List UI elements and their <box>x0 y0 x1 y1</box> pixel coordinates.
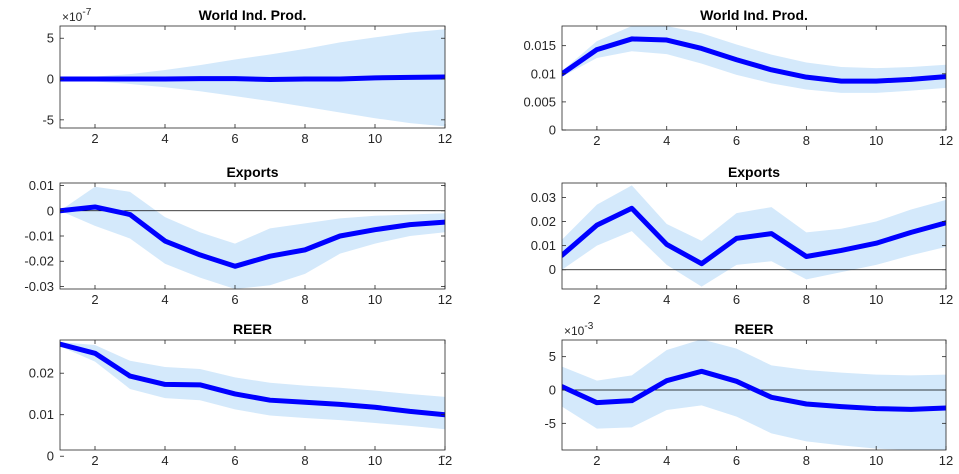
y-tick-label: 0.015 <box>523 38 556 53</box>
response-line <box>60 341 445 418</box>
y-tick-label: 0 <box>47 72 54 87</box>
x-tick-label: 4 <box>663 453 670 468</box>
plot-area <box>562 185 946 287</box>
x-tick-label: 8 <box>301 292 308 307</box>
y-tick-label: -0.01 <box>24 229 54 244</box>
x-tick-label: 12 <box>438 131 452 146</box>
y-tick-label: -0.02 <box>24 254 54 269</box>
response-line <box>562 36 946 84</box>
y-tick-label: 0 <box>47 203 54 218</box>
axis-frame <box>561 182 947 290</box>
x-tick-label: 2 <box>91 292 98 307</box>
x-tick-label: 6 <box>733 292 740 307</box>
axis-frame <box>59 25 446 129</box>
x-tick-label: 12 <box>939 133 953 148</box>
y-tick-label: -0.03 <box>24 279 54 294</box>
y-tick-label: 0.02 <box>29 366 54 381</box>
panel-6: 2 4 6 8 10 12 -5 0 5 REER ×10-3 <box>544 321 953 468</box>
x-tick-label: 8 <box>803 453 810 468</box>
y-tick-label: 0 <box>47 449 54 464</box>
y-tick-label: 0.03 <box>531 190 556 205</box>
panel-title: Exports <box>226 164 278 180</box>
x-tick-label: 6 <box>231 453 238 468</box>
plot-area <box>562 340 946 450</box>
x-tick-label: 8 <box>301 131 308 146</box>
response-line <box>60 204 445 269</box>
x-tick-label: 10 <box>368 453 382 468</box>
panel-title: REER <box>735 321 774 337</box>
y-tick-label: 0 <box>549 262 556 277</box>
x-tick-label: 12 <box>939 292 953 307</box>
x-tick-label: 8 <box>803 292 810 307</box>
plot-area <box>60 186 445 289</box>
confidence-band <box>562 340 946 450</box>
x-tick-label: 12 <box>438 453 452 468</box>
panel-4: 2 4 6 8 10 12 0 0.01 0.02 0.03 Exports <box>531 164 954 307</box>
y-tick-label: 0.01 <box>531 66 556 81</box>
axis-frame <box>59 339 446 451</box>
axis-frame <box>561 25 947 131</box>
panel-3: 2 4 6 8 10 12 -0.03 -0.02 -0.01 0 0.01 Exports <box>24 164 452 307</box>
y-tick-label: 5 <box>549 349 556 364</box>
axis-exponent-power: -7 <box>82 7 91 18</box>
x-tick-label: 10 <box>368 292 382 307</box>
x-tick-label: 10 <box>368 131 382 146</box>
x-tick-label: 2 <box>593 133 600 148</box>
y-tick-label: -5 <box>42 112 54 127</box>
x-tick-label: 2 <box>91 131 98 146</box>
x-tick-label: 4 <box>161 131 168 146</box>
x-tick-label: 10 <box>869 133 883 148</box>
y-tick-label: 0.01 <box>29 407 54 422</box>
y-tick-label: 0.005 <box>523 94 556 109</box>
x-tick-label: 6 <box>231 131 238 146</box>
x-tick-label: 10 <box>869 292 883 307</box>
y-tick-label: 0.01 <box>29 178 54 193</box>
x-tick-label: 4 <box>161 292 168 307</box>
plot-area <box>60 29 445 127</box>
x-tick-label: 6 <box>733 133 740 148</box>
axis-frame <box>561 339 947 451</box>
confidence-band <box>60 186 445 289</box>
plot-area <box>562 26 946 93</box>
y-tick-label: 0.02 <box>531 214 556 229</box>
axis-exponent: ×10-3 <box>564 321 594 338</box>
y-tick-label: 0 <box>549 383 556 398</box>
x-tick-label: 6 <box>231 292 238 307</box>
panel-title: World Ind. Prod. <box>199 7 307 23</box>
x-tick-label: 4 <box>663 133 670 148</box>
panel-5: 2 4 6 8 10 12 0 0.01 0.02 REER <box>29 321 453 468</box>
panel-2: 2 4 6 8 10 12 0 0.005 0.01 0.015 World Ind. Prod. <box>523 7 953 148</box>
y-tick-label: 0 <box>549 123 556 138</box>
x-tick-label: 6 <box>733 453 740 468</box>
x-tick-label: 8 <box>301 453 308 468</box>
x-tick-label: 4 <box>161 453 168 468</box>
y-tick-label: 5 <box>47 31 54 46</box>
panel-title: World Ind. Prod. <box>700 7 808 23</box>
panel-1: 2 4 6 8 10 12 -5 0 5 World Ind. Prod. ×10-7 <box>42 7 452 146</box>
response-line <box>562 368 946 412</box>
response-line <box>562 205 946 267</box>
axis-exponent-power: -3 <box>584 321 593 332</box>
response-line <box>60 74 445 82</box>
confidence-band <box>562 26 946 93</box>
x-tick-label: 2 <box>91 453 98 468</box>
x-tick-label: 2 <box>593 292 600 307</box>
x-tick-label: 4 <box>663 292 670 307</box>
x-tick-label: 12 <box>939 453 953 468</box>
x-tick-label: 12 <box>438 292 452 307</box>
y-tick-label: 0.01 <box>531 238 556 253</box>
y-tick-label: -5 <box>544 416 556 431</box>
x-tick-label: 2 <box>593 453 600 468</box>
plot-area <box>60 341 445 430</box>
confidence-band <box>60 342 445 430</box>
panel-title: Exports <box>728 164 780 180</box>
axis-exponent: ×10-7 <box>62 7 92 24</box>
panel-title: REER <box>233 321 272 337</box>
x-tick-label: 8 <box>803 133 810 148</box>
x-tick-label: 10 <box>869 453 883 468</box>
